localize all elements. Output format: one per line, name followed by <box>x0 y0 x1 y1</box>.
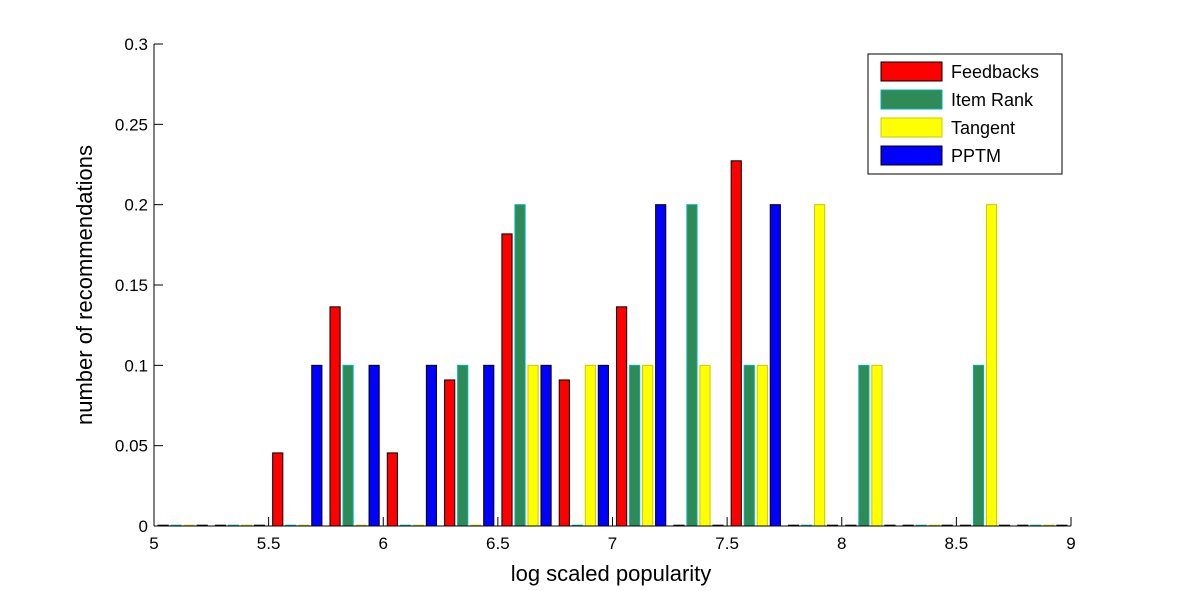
legend-swatch-feedbacks <box>880 61 943 82</box>
x-tick-label: 6.5 <box>486 534 510 553</box>
y-tick-label: 0.1 <box>124 356 148 375</box>
bar-feedbacks-2 <box>272 452 284 527</box>
bar-feedbacks-6 <box>501 233 513 527</box>
bar-tangent-8 <box>642 364 654 527</box>
bar-item-rank-6 <box>514 204 526 527</box>
bar-feedbacks-5 <box>444 379 456 527</box>
legend-swatch-tangent <box>880 117 943 138</box>
bar-item-rank-9 <box>686 204 698 527</box>
bar-item-rank-10 <box>743 364 755 527</box>
legend-label: Feedbacks <box>951 62 1039 82</box>
y-tick-label: 0.2 <box>124 196 148 215</box>
x-tick-label: 8.5 <box>945 534 969 553</box>
bar-tangent-10 <box>756 364 768 527</box>
x-tick-label: 8 <box>837 534 846 553</box>
bar-item-rank-12 <box>858 364 870 527</box>
y-tick-label: 0.15 <box>115 276 148 295</box>
x-tick-label: 5.5 <box>257 534 281 553</box>
legend-label: PPTM <box>951 146 1001 166</box>
bar-pptm-8 <box>655 204 667 527</box>
bar-tangent-11 <box>814 204 826 527</box>
legend-label: Item Rank <box>951 90 1034 110</box>
bar-tangent-14 <box>985 204 998 527</box>
x-tick-label: 7.5 <box>715 534 739 553</box>
bar-feedbacks-7 <box>558 379 570 527</box>
axes-group: 5 5.5 6 6.5 7 7.5 8 8.5 9 0 0.05 0.1 0.15 0.2 0.25 0.3 <box>115 35 1076 553</box>
bar-pptm-6 <box>540 364 552 527</box>
bar-item-rank-14 <box>972 364 985 527</box>
bar-tangent-9 <box>699 364 711 527</box>
x-tick-label: 6 <box>379 534 388 553</box>
bar-tangent-7 <box>584 364 596 527</box>
legend-swatch-pptm <box>880 145 943 166</box>
x-tick-label: 7 <box>608 534 617 553</box>
x-tick-label: 5 <box>149 534 158 553</box>
y-tick-label: 0.3 <box>124 35 148 54</box>
bar-pptm-2 <box>311 364 323 527</box>
bar-feedbacks-3 <box>329 306 341 527</box>
bar-feedbacks-4 <box>386 452 398 527</box>
bar-pptm-5 <box>483 364 495 527</box>
bar-tangent-12 <box>871 364 883 527</box>
y-tick-label: 0.25 <box>115 115 148 134</box>
bar-item-rank-8 <box>629 364 641 527</box>
legend-swatch-item-rank <box>880 89 943 110</box>
y-axis-label: number of recommendations <box>72 145 97 425</box>
y-tick-label: 0.05 <box>115 437 148 456</box>
bar-pptm-4 <box>425 364 438 527</box>
legend-label: Tangent <box>951 118 1015 138</box>
legend: Feedbacks Item Rank Tangent PPTM <box>867 53 1063 175</box>
bar-item-rank-3 <box>342 364 354 527</box>
bar-feedbacks-8 <box>616 306 628 527</box>
x-axis-label: log scaled popularity <box>511 561 712 586</box>
y-tick-label: 0 <box>139 517 148 536</box>
bar-pptm-10 <box>769 204 781 527</box>
bar-item-rank-5 <box>457 364 469 527</box>
bar-feedbacks-10 <box>730 160 742 527</box>
bar-tangent-6 <box>527 364 539 527</box>
x-tick-label: 9 <box>1066 534 1075 553</box>
bars-group <box>157 160 1068 527</box>
bar-pptm-3 <box>368 364 380 527</box>
bar-pptm-7 <box>597 364 609 527</box>
